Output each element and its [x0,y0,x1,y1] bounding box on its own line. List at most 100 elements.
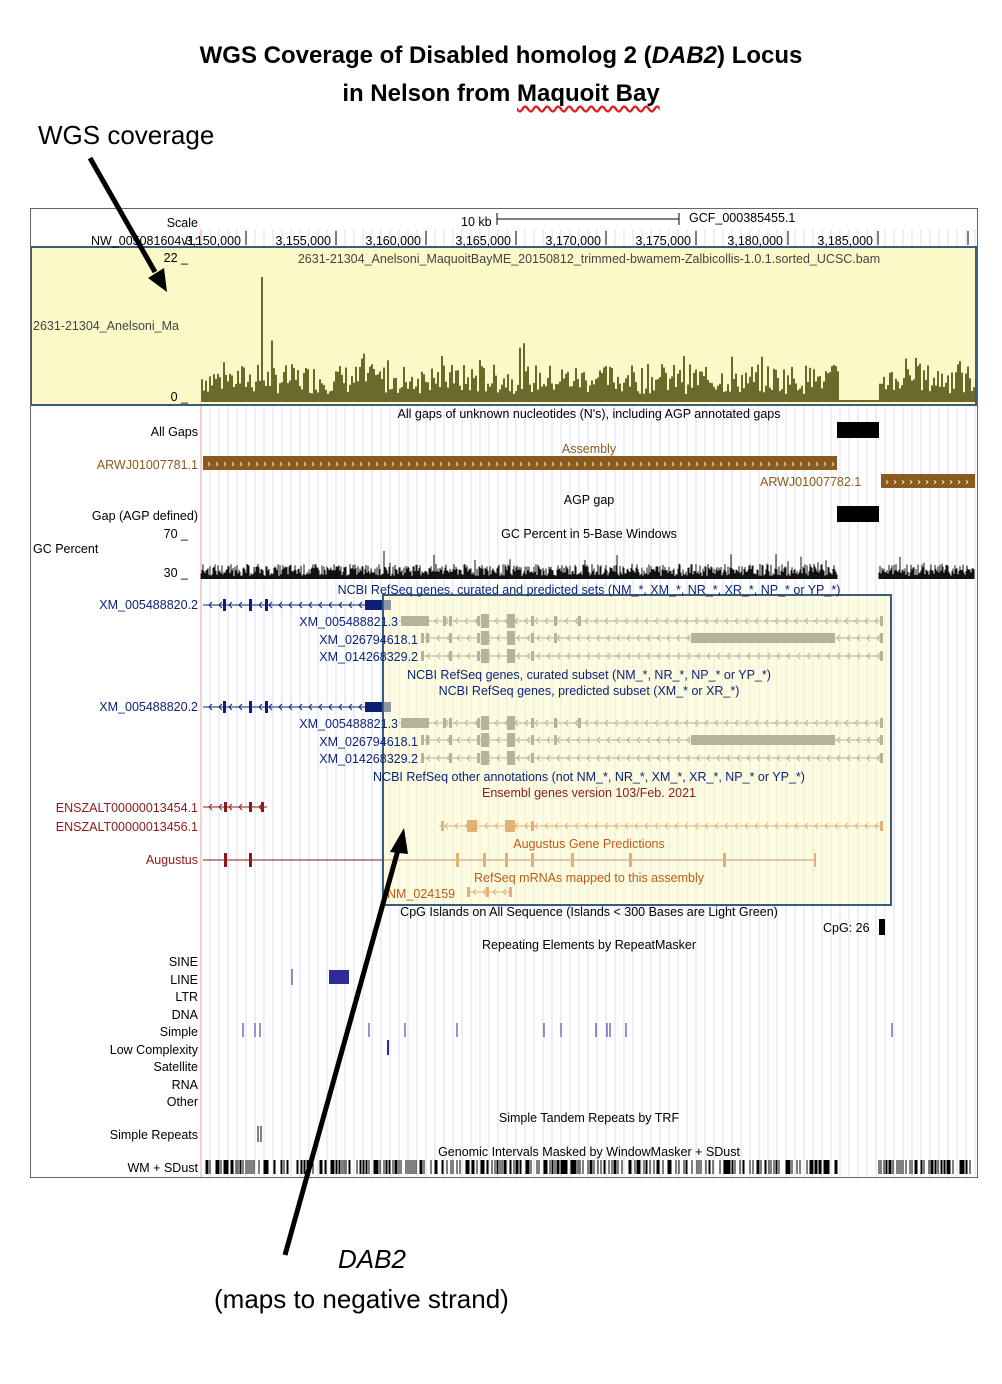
cpg-track-title: CpG Islands on All Sequence (Islands < 3… [400,905,778,919]
genome-browser-panel[interactable]: › › › › › › › › › › › › › › › › › › › › › › › › › › › › › › › › › › › › › › › ›… [30,208,978,1178]
coverage-bar [299,386,301,402]
refseq-pred-tx3[interactable]: XM_026794618.1 [319,735,418,749]
cpg-item[interactable]: CpG: 26 [823,921,870,935]
coverage-bar [709,382,711,402]
ensembl-tx1[interactable]: ENSZALT00000013454.1 [55,801,198,815]
cpg-block [879,919,885,935]
refseq-pred-tx4[interactable]: XM_014268329.2 [319,752,418,766]
coverage-track-label[interactable]: 2631-21304_Anelsoni_Ma [33,319,179,333]
coverage-bar [943,386,945,402]
coverage-bar [383,367,385,402]
strand-chevron: › [949,477,953,488]
strand-chevron: › [917,477,921,488]
coverage-bar [319,379,321,402]
coverage-bar [699,371,701,402]
repeat-class-label[interactable]: Other [166,1095,198,1109]
repeat-class-label[interactable]: LTR [175,990,198,1004]
coverage-bar [863,400,865,402]
gc-track-label[interactable]: GC Percent [33,542,99,556]
repeat-class-label[interactable]: LINE [170,972,198,987]
strand-chevron: › [415,459,419,470]
windowmasker-track-label[interactable]: WM + SDust [127,1161,199,1175]
repeat-class-label[interactable]: Satellite [153,1060,198,1074]
augustus-track-label[interactable]: Augustus [145,853,198,867]
coverage-bar [313,369,315,402]
coverage-bar [311,393,313,402]
coverage-ymax: 22 _ [163,251,188,265]
repeat-class-label[interactable]: Simple [159,1025,198,1039]
coverage-bar [561,369,563,402]
repeat-class-label[interactable]: SINE [168,955,198,969]
strand-chevron: › [431,459,435,470]
coverage-bar [233,387,235,402]
strand-chevron: › [735,459,739,470]
strand-chevron [308,703,313,711]
coverage-bar [275,374,277,402]
coverage-bar [291,364,293,402]
coverage-bar [701,371,703,402]
coverage-bar [287,383,289,402]
ensembl-tx2[interactable]: ENSZALT00000013456.1 [55,820,198,834]
strand-chevron: › [399,459,403,470]
coverage-bar [759,391,761,402]
coverage-bar [539,372,541,402]
coverage-bar [293,367,295,402]
refseq-all-tx4[interactable]: XM_014268329.2 [319,650,418,664]
coverage-bar [587,391,589,402]
contig-label-1[interactable]: ARWJ01007781.1 [96,458,198,472]
coverage-bar [359,367,361,402]
coverage-bar [489,386,491,402]
coverage-bar [555,384,557,402]
mrna-item[interactable]: NM_024159 [387,887,456,901]
coverage-bar [449,372,451,402]
coverage-bar [913,379,915,402]
contig-label-2[interactable]: ARWJ01007782.1 [760,475,862,489]
refseq-pred-tx1[interactable]: XM_005488820.2 [99,700,198,714]
title-text-end: ) Locus [717,42,803,69]
coverage-bar [711,383,713,402]
coverage-bar [329,391,331,402]
strand-chevron: › [687,459,691,470]
refseq-all-tx1[interactable]: XM_005488820.2 [99,598,198,612]
refseq-other-title: NCBI RefSeq other annotations (not NM_*,… [373,770,805,784]
refseq-pred-tx2[interactable]: XM_005488821.3 [299,717,398,731]
coverage-bar [883,376,885,402]
refseq-all-tx3[interactable]: XM_026794618.1 [319,633,418,647]
agp-track-label[interactable]: Gap (AGP defined) [91,509,198,523]
coverage-bar [439,387,441,402]
coverage-bar [613,382,615,402]
refseq-all-tx2[interactable]: XM_005488821.3 [299,615,398,629]
coverage-bar [371,364,373,402]
coverage-bar [475,375,477,402]
strand-chevron: › [551,459,555,470]
repeat-class-label[interactable]: Low Complexity [109,1042,198,1057]
strand-chevron [308,601,313,609]
strand-chevron: › [583,459,587,470]
coverage-bar [249,374,251,402]
coverage-bar [599,370,601,402]
gaps-track-label[interactable]: All Gaps [150,425,198,439]
coverage-bar [271,340,273,402]
repeat-class-label[interactable]: RNA [171,1077,198,1092]
strand-chevron: › [295,459,299,470]
coverage-bar [421,371,423,402]
coverage-bar [643,393,645,402]
scale-label: Scale [166,216,198,230]
coverage-bar [537,389,539,402]
coverage-bar [819,376,821,402]
coverage-bar [437,372,439,402]
coverage-bar [301,389,303,402]
coverage-bar [823,381,825,402]
browser-tracks-canvas[interactable]: › › › › › › › › › › › › › › › › › › › › › › › › › › › › › › › › › › › › › › › ›… [31,209,977,1177]
coverage-bar [787,375,789,402]
coverage-bar [381,378,383,402]
strand-chevron [258,703,263,711]
trf-track-label[interactable]: Simple Repeats [109,1128,198,1142]
strand-chevron: › [391,459,395,470]
coverage-bar [469,390,471,402]
coverage-bar [855,400,857,402]
repeat-class-label[interactable]: DNA [171,1007,198,1022]
coverage-bar [771,389,773,402]
coverage-bar [731,356,733,402]
gc-ymax: 70 _ [163,527,188,541]
